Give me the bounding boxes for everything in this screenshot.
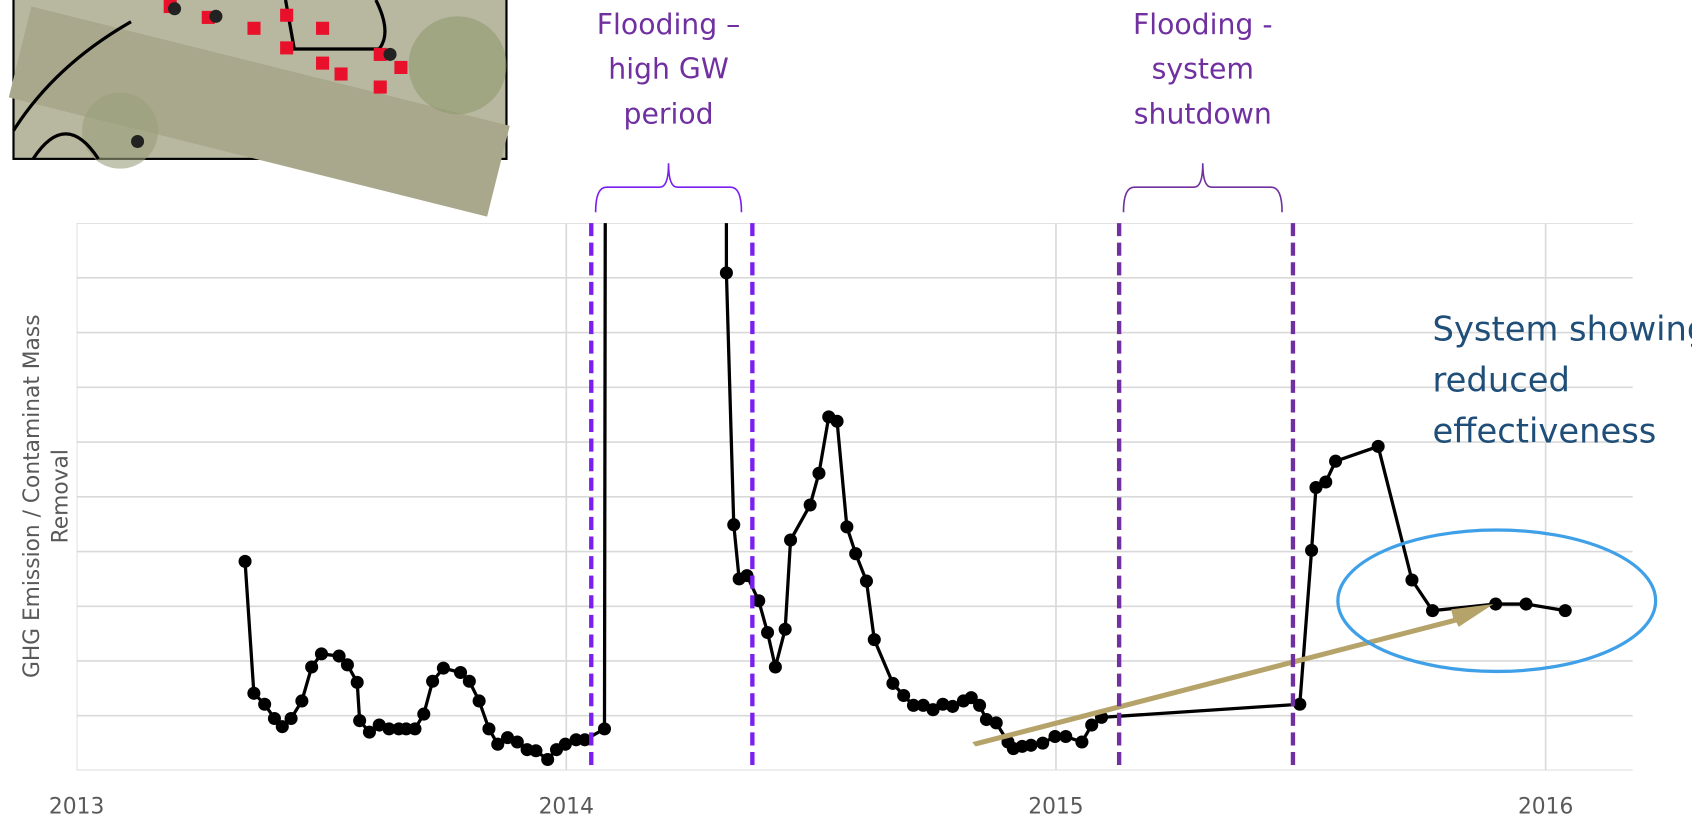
data-point	[727, 518, 740, 531]
data-point	[720, 266, 733, 279]
x-tick-label: 2013	[49, 794, 104, 814]
data-point	[1036, 737, 1049, 750]
data-point	[529, 744, 542, 757]
data-point	[305, 660, 318, 673]
data-point	[285, 712, 298, 725]
data-point	[804, 498, 817, 511]
data-point	[1372, 440, 1385, 453]
data-point	[353, 714, 366, 727]
period-label: period	[624, 97, 714, 130]
annotation: effectiveness	[1433, 412, 1657, 451]
data-point	[1559, 604, 1572, 617]
data-point	[258, 698, 271, 711]
y-axis-title: GHG Emission / Contaminat Mass	[20, 314, 45, 678]
data-point	[990, 716, 1003, 729]
data-point	[1059, 730, 1072, 743]
trend-arrow	[972, 604, 1493, 747]
x-tick-label: 2014	[539, 794, 594, 814]
data-point	[1075, 735, 1088, 748]
data-point	[417, 708, 430, 721]
data-point	[315, 647, 328, 660]
annotation: System showing	[1433, 309, 1692, 348]
data-point	[779, 623, 792, 636]
data-point	[784, 533, 797, 546]
data-point	[239, 555, 252, 568]
data-point	[769, 660, 782, 673]
data-point	[1305, 544, 1318, 557]
x-tick-label: 2016	[1518, 794, 1573, 814]
period-label: Flooding -	[1133, 8, 1273, 41]
data-point	[860, 575, 873, 588]
data-point	[541, 753, 554, 766]
data-point	[849, 547, 862, 560]
data-point	[295, 694, 308, 707]
data-point	[761, 626, 774, 639]
data-point	[812, 467, 825, 480]
x-tick-label: 2015	[1028, 794, 1083, 814]
data-point	[840, 520, 853, 533]
data-point	[341, 658, 354, 671]
data-point	[247, 687, 260, 700]
period-label: high GW	[608, 53, 729, 86]
period-bracket	[1123, 163, 1282, 212]
y-axis-title: Removal	[48, 449, 73, 543]
data-point	[1319, 475, 1332, 488]
page: {"chart_data": {"type": "line", "ylabel"…	[0, 0, 1692, 814]
data-point	[598, 722, 611, 735]
data-point	[408, 722, 421, 735]
data-point	[973, 699, 986, 712]
data-point	[1329, 455, 1342, 468]
period-label: Flooding –	[597, 8, 741, 41]
data-point	[1293, 698, 1306, 711]
data-point	[1489, 598, 1502, 611]
annotation: reduced	[1433, 360, 1570, 399]
period-label: shutdown	[1134, 97, 1272, 130]
site-map-inset	[9, 0, 510, 217]
period-label: system	[1152, 53, 1254, 86]
data-point	[473, 694, 486, 707]
chart: GHG Emission / Contaminat Mass Removal 2…	[0, 0, 1692, 814]
data-point	[426, 675, 439, 688]
data-point	[868, 633, 881, 646]
data-point	[831, 415, 844, 428]
data-point	[482, 722, 495, 735]
data-point	[463, 675, 476, 688]
data-point	[351, 676, 364, 689]
data-point	[886, 677, 899, 690]
data-point	[1405, 573, 1418, 586]
data-point	[897, 689, 910, 702]
period-bracket	[596, 163, 742, 212]
data-point	[1520, 598, 1533, 611]
data-point	[437, 662, 450, 675]
data-point	[1024, 739, 1037, 752]
data-point	[1426, 604, 1439, 617]
